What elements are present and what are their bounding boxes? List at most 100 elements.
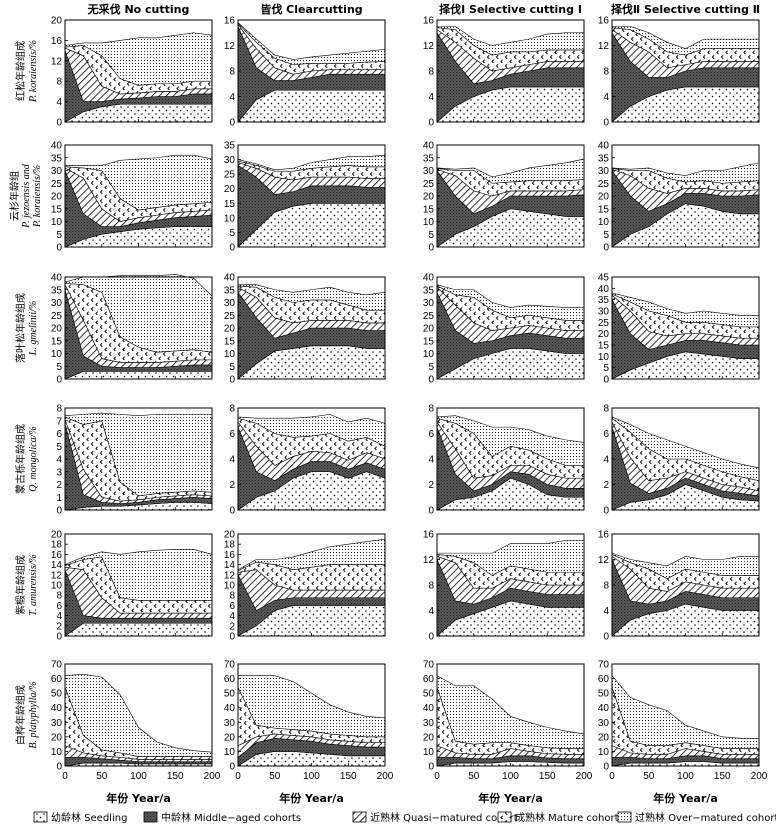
y-tick-label: 40	[51, 273, 63, 284]
x-axis-title: 年份 Year/a	[653, 791, 718, 805]
y-tick-label: 0	[229, 632, 235, 643]
y-tick-label: 8	[229, 591, 235, 602]
y-tick-label: 0	[56, 118, 62, 129]
x-tick-label: 100	[303, 771, 320, 782]
y-tick-label: 12	[598, 555, 610, 566]
y-tick-label: 30	[423, 298, 435, 309]
y-tick-label: 25	[423, 311, 435, 322]
row-label-cn: 红松年龄组成	[14, 41, 27, 101]
panel-grid: 0481216200481216048121604812160510152025…	[51, 16, 768, 783]
y-tick-label: 4	[229, 92, 235, 103]
y-tick-label: 20	[598, 732, 610, 743]
y-tick-label: 20	[423, 192, 435, 203]
x-tick-label: 150	[340, 771, 357, 782]
row-label-sci: Q. mongolica/%	[28, 426, 39, 492]
y-tick-label: 15	[598, 341, 610, 352]
y-tick-label: 60	[224, 674, 236, 685]
y-tick-label: 8	[603, 404, 609, 415]
y-tick-label: 6	[56, 601, 62, 612]
y-tick-label: 0	[229, 118, 235, 129]
x-tick-label: 200	[751, 771, 768, 782]
y-tick-label: 35	[598, 295, 610, 306]
y-tick-label: 6	[229, 601, 235, 612]
y-tick-label: 60	[51, 674, 63, 685]
y-tick-label: 2	[229, 480, 235, 491]
x-tick-label: 200	[204, 771, 221, 782]
y-tick-label: 15	[51, 336, 63, 347]
y-tick-label: 5	[56, 442, 62, 453]
y-tick-label: 0	[428, 118, 434, 129]
y-tick-label: 30	[51, 718, 63, 729]
y-tick-label: 0	[56, 762, 62, 773]
y-tick-label: 35	[224, 141, 236, 152]
y-tick-label: 16	[423, 530, 435, 541]
y-tick-label: 18	[51, 540, 63, 551]
y-tick-label: 4	[603, 455, 609, 466]
y-tick-label: 40	[598, 141, 610, 152]
area-over	[611, 674, 760, 749]
y-tick-label: 35	[51, 153, 63, 164]
x-axis-title: 年份 Year/a	[478, 791, 543, 805]
y-tick-label: 5	[603, 363, 609, 374]
y-tick-label: 35	[423, 153, 435, 164]
row-label-cn: 蒙古栎年龄组成	[14, 424, 27, 494]
x-tick-label: 100	[130, 771, 147, 782]
y-tick-label: 40	[224, 273, 236, 284]
y-tick-label: 16	[51, 550, 63, 561]
y-tick-label: 0	[56, 243, 62, 254]
y-tick-label: 20	[224, 732, 236, 743]
y-tick-label: 0	[428, 243, 434, 254]
y-tick-label: 0	[56, 506, 62, 517]
legend-swatch	[617, 811, 632, 823]
y-tick-label: 1	[56, 493, 62, 504]
y-tick-label: 15	[51, 204, 63, 215]
y-tick-label: 15	[423, 204, 435, 215]
x-tick-label: 100	[502, 771, 519, 782]
y-tick-label: 40	[51, 703, 63, 714]
y-tick-label: 45	[598, 273, 610, 284]
y-tick-label: 10	[224, 213, 236, 224]
y-tick-label: 12	[598, 41, 610, 52]
y-tick-label: 20	[224, 184, 236, 195]
panel-r1-c2: 0 4 8 12 16	[224, 16, 386, 129]
x-axis-title: 年份 Year/a	[279, 791, 344, 805]
y-tick-label: 18	[224, 540, 236, 551]
x-axis-title: 年份 Year/a	[106, 791, 171, 805]
y-tick-label: 20	[598, 192, 610, 203]
y-tick-label: 4	[229, 611, 235, 622]
legend-swatch	[33, 811, 48, 823]
column-title: 无采伐 No cutting	[87, 2, 190, 16]
y-tick-label: 8	[56, 77, 62, 88]
row-label-cn: 云杉年龄组	[8, 171, 21, 221]
y-tick-label: 25	[598, 179, 610, 190]
y-tick-label: 0	[56, 632, 62, 643]
y-tick-label: 15	[423, 336, 435, 347]
y-tick-label: 0	[428, 632, 434, 643]
y-tick-label: 0	[603, 118, 609, 129]
y-tick-label: 8	[428, 67, 434, 78]
y-tick-label: 20	[51, 324, 63, 335]
y-tick-label: 2	[56, 621, 62, 632]
y-tick-label: 10	[224, 349, 236, 360]
y-tick-label: 8	[428, 581, 434, 592]
legend-item-over: 过熟林 Over−matured cohort	[617, 811, 776, 824]
y-tick-label: 6	[603, 429, 609, 440]
y-tick-label: 4	[229, 455, 235, 466]
y-tick-label: 12	[423, 555, 435, 566]
panel-r1-c1: 0 4 8 12 16 20	[51, 16, 213, 129]
y-tick-label: 50	[224, 689, 236, 700]
y-tick-label: 5	[56, 362, 62, 373]
x-tick-label: 50	[468, 771, 480, 782]
y-tick-label: 10	[423, 349, 435, 360]
row-label-cn: 紫椴年龄组成	[14, 555, 27, 615]
y-tick-label: 8	[428, 404, 434, 415]
y-tick-label: 30	[51, 298, 63, 309]
legend-label: 成熟林 Mature cohort	[515, 811, 619, 824]
panel-r5-c3: 0 4 8 12 16	[423, 530, 585, 643]
y-tick-label: 10	[51, 349, 63, 360]
